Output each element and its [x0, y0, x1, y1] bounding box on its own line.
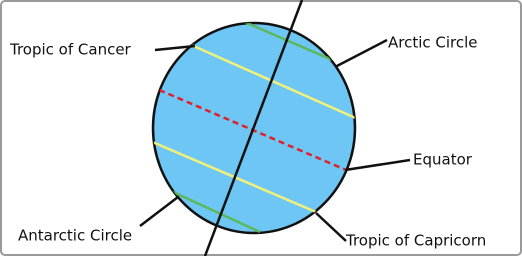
label: Antarctic Circle [18, 227, 132, 245]
label: Equator [413, 151, 473, 169]
label: Tropic of Cancer [9, 41, 132, 59]
page: Tropic of Cancer Arctic Circle Equator A… [0, 0, 522, 256]
label: Tropic of Capricorn [345, 232, 486, 250]
diagram: Tropic of Cancer Arctic Circle Equator A… [0, 0, 522, 256]
label: Arctic Circle [388, 34, 478, 52]
